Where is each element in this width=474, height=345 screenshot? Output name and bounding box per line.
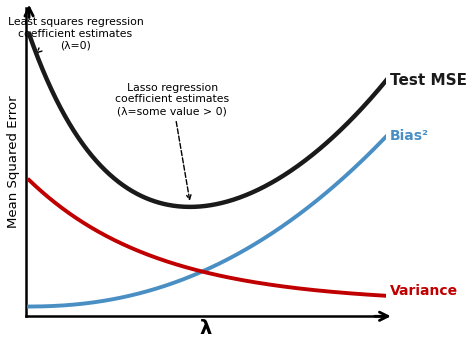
Text: Bias²: Bias² (390, 129, 429, 143)
Text: Test MSE: Test MSE (390, 73, 467, 88)
Text: Least squares regression
coefficient estimates
(λ=0): Least squares regression coefficient est… (8, 17, 144, 53)
Y-axis label: Mean Squared Error: Mean Squared Error (7, 96, 20, 228)
Text: Lasso regression
coefficient estimates
(λ=some value > 0): Lasso regression coefficient estimates (… (115, 83, 229, 199)
Text: Variance: Variance (390, 284, 458, 298)
X-axis label: λ: λ (200, 319, 212, 338)
